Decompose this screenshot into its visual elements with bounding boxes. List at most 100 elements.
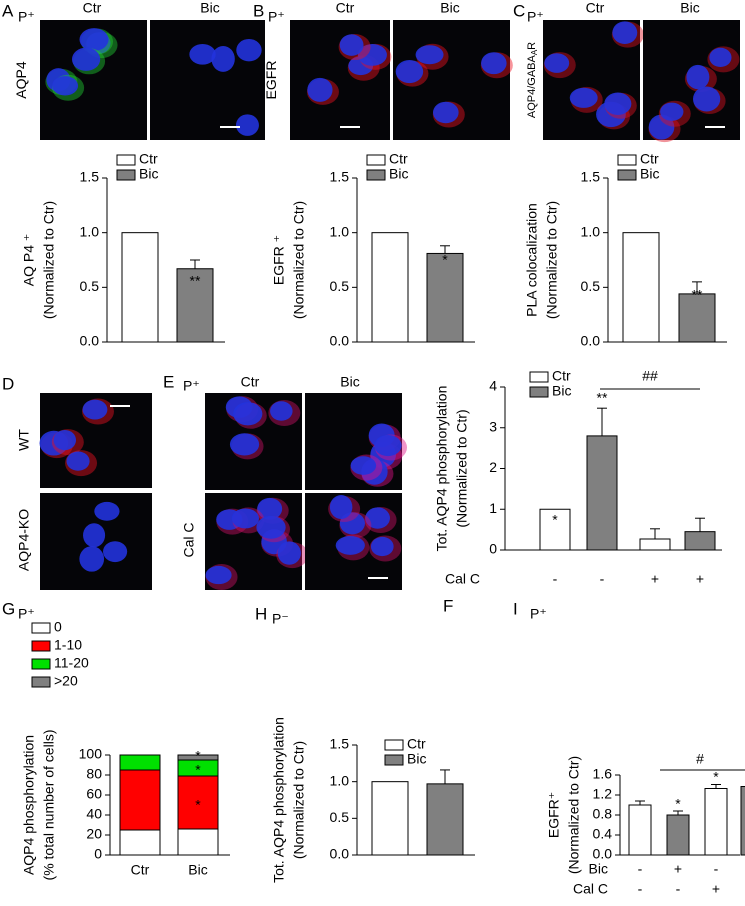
condition-level: + <box>696 571 704 587</box>
nucleus <box>83 523 106 548</box>
annotation: * <box>442 252 448 268</box>
bar <box>704 788 728 856</box>
stain-sub: A <box>530 49 539 55</box>
legend-swatch <box>617 169 637 181</box>
y-tick-label: 80 <box>86 766 102 782</box>
legend-label: Ctr <box>640 151 659 167</box>
legend-swatch <box>366 154 386 166</box>
nucleus <box>357 44 387 66</box>
y-axis-label: Tot. AQP4 phosphorylation <box>434 386 450 552</box>
stain-name: EGFR <box>263 61 279 100</box>
y-tick-label: 20 <box>86 826 102 842</box>
legend-swatch <box>116 169 136 181</box>
nucleus <box>709 47 732 68</box>
bar-segment <box>177 775 219 830</box>
panel-label: G <box>2 599 15 618</box>
nucleus <box>339 512 365 535</box>
bar-segment <box>177 828 219 856</box>
bar <box>371 781 409 856</box>
condition-level: - <box>638 881 643 897</box>
nucleus <box>277 541 301 565</box>
annotation: # <box>696 751 704 767</box>
y-tick-label: 0.8 <box>593 806 613 822</box>
condition-level: - <box>676 881 681 897</box>
column-label: Ctr <box>336 0 355 16</box>
nucleus <box>205 565 232 585</box>
nucleus <box>481 52 507 75</box>
nucleus <box>307 77 333 102</box>
stain-end: R <box>526 42 538 50</box>
y-tick-label: 1.0 <box>330 772 350 788</box>
legend-swatch <box>116 154 136 166</box>
legend-swatch <box>384 739 404 751</box>
legend-label: >20 <box>54 673 78 689</box>
legend-label: Ctr <box>552 368 571 384</box>
panel-label: F <box>443 596 453 615</box>
y-axis-label: EGFR⁺ <box>546 792 562 838</box>
nucleus <box>370 536 394 557</box>
column-label: Ctr <box>586 0 605 16</box>
legend-swatch <box>366 169 386 181</box>
y-tick-label: 1.5 <box>581 169 601 185</box>
y-tick-label: 1.6 <box>593 766 613 782</box>
panel-group: P⁺ <box>268 9 285 25</box>
y-axis-label: AQ P4 ⁺ <box>21 234 37 287</box>
bar <box>639 538 671 551</box>
nucleus <box>395 59 424 84</box>
y-tick-label: 1.5 <box>330 169 350 185</box>
condition-level: + <box>712 881 720 897</box>
nucleus <box>692 86 721 112</box>
bar-segment <box>119 754 161 771</box>
condition-level: - <box>553 571 558 587</box>
y-tick-label: 1.5 <box>80 169 100 185</box>
legend-swatch <box>617 154 637 166</box>
nucleus <box>52 76 79 96</box>
y-tick-label: 0.5 <box>80 278 100 294</box>
bar <box>586 435 618 551</box>
legend-label: Bic <box>407 751 426 767</box>
legend-swatch <box>384 754 404 766</box>
column-label: Bic <box>440 0 459 16</box>
bar <box>628 804 652 856</box>
y-axis-label: AQP4 phosphorylation <box>21 735 37 875</box>
panel-label: B <box>253 1 264 20</box>
y-tick-label: 0.0 <box>330 333 350 349</box>
nucleus <box>433 101 459 124</box>
nucleus <box>231 508 260 529</box>
y-tick-label: 1 <box>489 500 497 516</box>
y-tick-label: 3 <box>489 418 497 434</box>
annotation: * <box>195 762 201 778</box>
nucleus <box>79 28 109 51</box>
nucleus <box>569 87 598 108</box>
y-axis-label: (Normalized to Ctr) <box>41 201 57 319</box>
column-label: Bic <box>680 0 699 16</box>
condition-level: + <box>651 571 659 587</box>
nucleus <box>66 451 90 471</box>
nucleus <box>612 21 638 45</box>
y-tick-label: 0.5 <box>330 809 350 825</box>
nucleus <box>71 47 101 71</box>
nucleus <box>233 402 263 426</box>
legend-swatch <box>31 640 51 652</box>
y-tick-label: 0.5 <box>581 278 601 294</box>
legend-swatch <box>31 676 51 688</box>
bar <box>426 252 464 343</box>
nucleus <box>648 114 675 140</box>
annotation: ** <box>692 287 703 303</box>
nucleus <box>94 501 120 521</box>
nucleus <box>365 507 390 529</box>
condition-name: Cal C <box>445 571 480 587</box>
column-label: Ctr <box>83 0 102 16</box>
annotation: * <box>675 796 681 812</box>
row-label: AQP4-KO <box>16 509 32 571</box>
legend-label: Ctr <box>139 151 158 167</box>
nucleus <box>544 53 570 73</box>
panel-group: P⁻ <box>272 611 289 627</box>
condition-name: Cal C <box>573 881 608 897</box>
y-tick-label: 40 <box>86 806 102 822</box>
annotation: ** <box>190 273 201 289</box>
bar <box>740 786 745 856</box>
legend-label: Bic <box>389 166 408 182</box>
nucleus <box>604 92 632 115</box>
stain-label: AQP4 <box>13 61 29 99</box>
